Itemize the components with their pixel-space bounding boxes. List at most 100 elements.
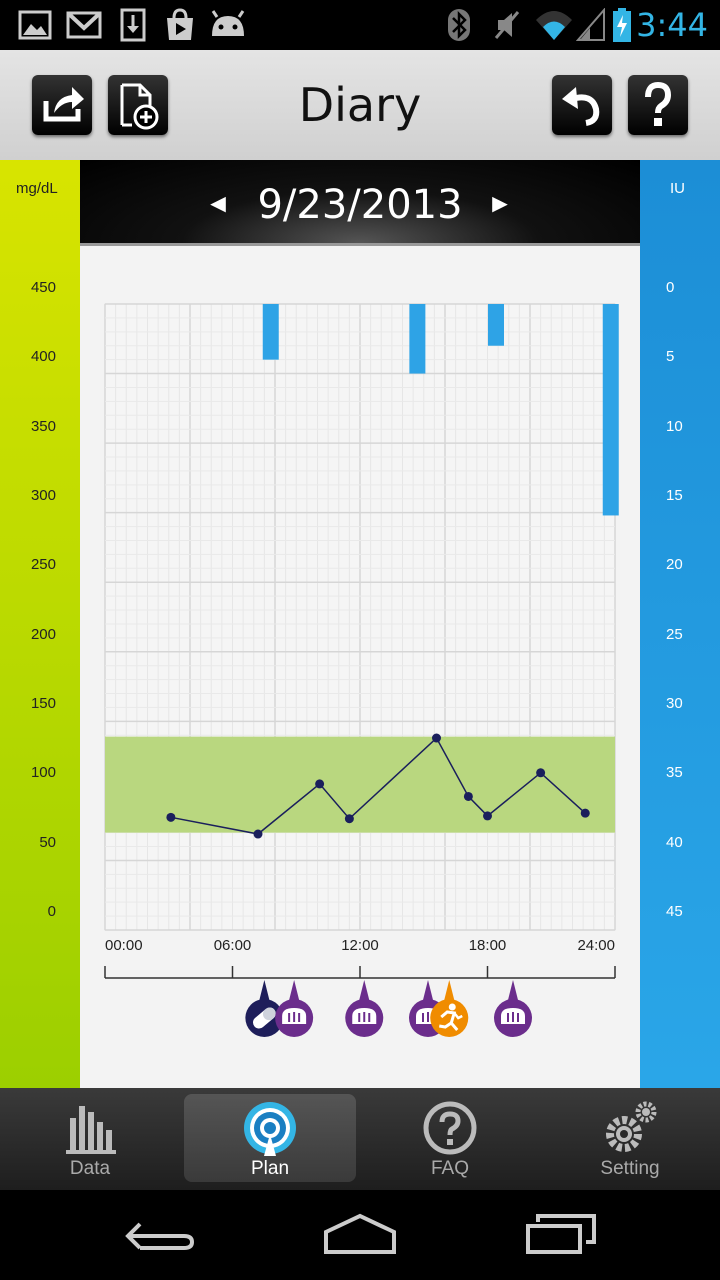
help-button[interactable] [628,75,688,135]
glucose-point[interactable] [432,733,441,743]
question-icon [423,1101,477,1155]
battery-charging-icon [613,8,631,42]
share-button[interactable] [32,75,92,135]
insulin-bar[interactable] [409,304,426,374]
glucose-tick: 350 [30,418,56,435]
time-tick-label: 12:00 [341,937,379,954]
recent-apps-icon [526,1214,596,1254]
play-store-icon [167,8,193,40]
marker-pin [358,980,371,1004]
bluetooth-icon [448,9,470,41]
exercise-event-marker[interactable] [430,980,469,1037]
add-document-icon [120,83,159,130]
recent-apps-button[interactable] [510,1208,610,1264]
clock-time: 3:44 [636,6,708,44]
marker-badge [430,999,469,1037]
glucose-point[interactable] [344,814,354,824]
nav-data-label: Data [69,1158,111,1179]
insulin-tick: 30 [666,695,683,712]
insulin-unit-label: IU [670,180,685,197]
insulin-tick: 5 [666,348,675,365]
next-day-button[interactable]: ► [487,188,513,218]
meal-icon [282,1008,307,1024]
page-title: Diary [298,78,422,132]
insulin-tick: 25 [666,626,683,643]
glucose-tick: 300 [30,487,56,504]
glucose-point[interactable] [483,811,492,821]
nav-data[interactable]: Data [4,1094,176,1182]
back-button[interactable] [110,1208,210,1264]
insulin-axis: IU 0 5 10 15 20 25 30 35 40 45 [640,160,720,1088]
marker-pin [422,980,434,1004]
gallery-icon [18,10,52,40]
glucose-point[interactable] [253,829,263,839]
marker-pin [258,980,271,1004]
help-icon [645,81,672,126]
insulin-tick: 15 [666,487,683,504]
marker-pin [288,980,301,1004]
time-tick-label: 06:00 [214,937,252,954]
nav-faq-label: FAQ [430,1158,469,1179]
insulin-tick: 10 [666,418,683,435]
glucose-point[interactable] [536,768,546,778]
nav-faq[interactable]: FAQ [364,1094,536,1182]
gmail-icon [66,11,102,39]
marker-pin [443,980,456,1004]
insulin-bar[interactable] [488,304,504,346]
glucose-point[interactable] [315,779,325,789]
back-icon [125,1222,195,1250]
prev-day-button[interactable]: ◄ [205,188,231,218]
undo-button[interactable] [552,75,612,135]
marker-pin [507,980,519,1004]
home-button[interactable] [310,1208,410,1264]
glucose-axis: mg/dL 450 400 350 300 250 200 150 100 50… [0,160,80,1088]
add-document-button[interactable] [108,75,168,135]
glucose-point[interactable] [463,791,473,801]
nav-plan[interactable]: Plan [184,1094,356,1182]
glucose-tick: 450 [30,279,56,296]
glucose-tick: 150 [30,695,56,712]
glucose-tick: 250 [30,556,56,573]
insulin-tick: 20 [666,556,683,573]
glucose-tick: 0 [47,903,56,920]
date-navigator: ◄ 9/23/2013 ► [80,160,640,246]
target-icon [244,1102,296,1156]
insulin-tick: 35 [666,764,683,781]
pill-event-marker[interactable] [245,980,284,1037]
diary-chart[interactable]: 00:00 06:00 12:00 18:00 24:00 [80,246,640,1088]
insulin-bar[interactable] [262,304,279,360]
system-navigation [0,1190,720,1280]
glucose-tick: 50 [39,834,56,851]
app-toolbar: Diary [0,50,720,160]
meal-event-marker[interactable] [494,980,532,1037]
undo-icon [562,87,600,126]
target-range-band [105,736,615,833]
home-icon [324,1213,396,1254]
meal-icon [352,1008,377,1024]
share-icon [43,87,84,122]
glucose-point[interactable] [580,808,590,818]
glucose-tick: 200 [30,626,56,643]
nav-setting-label: Setting [600,1158,660,1179]
meal-event-marker[interactable] [275,980,314,1037]
android-icon [211,10,245,36]
signal-icon [576,8,605,41]
download-icon [120,8,146,42]
mute-icon [494,11,520,39]
exercise-icon [439,1003,463,1031]
nav-setting[interactable]: Setting [544,1094,716,1182]
current-date: 9/23/2013 [257,182,463,228]
bottom-navigation: Data Plan FAQ [0,1088,720,1190]
nav-plan-label: Plan [250,1158,290,1179]
time-tick-label: 00:00 [105,937,143,954]
meal-icon [501,1008,525,1024]
diary-chart-svg: 00:00 06:00 12:00 18:00 24:00 [104,303,619,1037]
glucose-point[interactable] [166,812,176,822]
insulin-tick: 45 [666,903,683,920]
insulin-tick: 0 [666,279,675,296]
meal-event-marker[interactable] [345,980,384,1037]
glucose-tick: 400 [30,348,56,365]
insulin-bar[interactable] [602,304,619,516]
insulin-tick: 40 [666,834,683,851]
